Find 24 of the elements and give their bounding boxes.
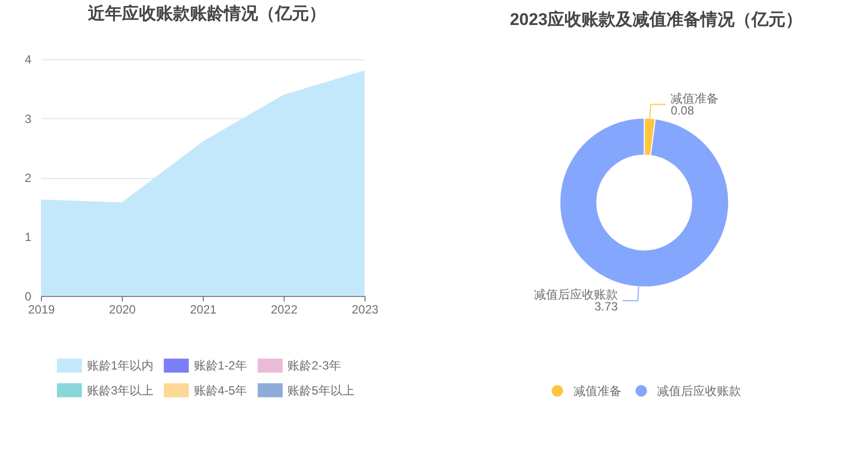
y-tick-label: 2 <box>24 171 32 186</box>
legend-label: 减值准备 <box>573 384 622 398</box>
legend-label: 减值后应收账款 <box>657 384 742 398</box>
x-tick-label: 2022 <box>270 302 298 316</box>
y-tick-label: 1 <box>24 230 32 244</box>
chart-title: 近年应收账款账龄情况（亿元） <box>86 4 326 24</box>
x-tick-label: 2019 <box>28 302 56 316</box>
legend-label: 账龄4-5年 <box>194 383 248 398</box>
legend-label: 账龄1年以内 <box>86 358 154 373</box>
legend-label: 账龄1-2年 <box>194 358 248 373</box>
legend-label: 账龄5年以上 <box>288 383 354 398</box>
data-label: 0.08 <box>670 103 694 118</box>
slice-label: 减值准备 <box>670 91 719 106</box>
y-tick-label: 4 <box>24 52 32 67</box>
chart-title: 2023应收账款及减值准备情况（亿元） <box>510 10 803 30</box>
x-tick-label: 2023 <box>352 302 379 316</box>
y-tick-label: 0 <box>24 289 32 304</box>
x-tick-label: 2020 <box>109 302 136 316</box>
y-tick-label: 3 <box>24 112 32 126</box>
legend-label: 账龄2-3年 <box>288 358 341 373</box>
legend-label: 账龄3年以上 <box>86 383 154 398</box>
slice-label: 减值后应收账款 <box>534 288 618 302</box>
x-tick-label: 2021 <box>190 302 217 316</box>
data-label: 3.73 <box>594 300 618 314</box>
